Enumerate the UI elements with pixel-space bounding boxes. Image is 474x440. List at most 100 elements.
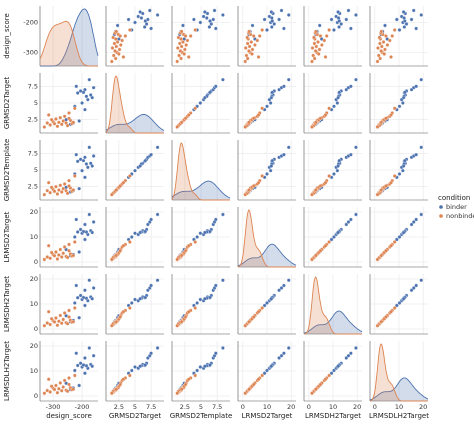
scatter-point bbox=[376, 46, 380, 50]
scatter-point bbox=[67, 111, 71, 115]
scatter-point bbox=[143, 229, 148, 234]
scatter-point bbox=[62, 245, 67, 249]
scatter-point bbox=[419, 13, 424, 17]
scatter-point bbox=[114, 319, 119, 324]
scatter-point bbox=[392, 106, 397, 111]
scatter-point bbox=[375, 59, 380, 64]
scatter-point bbox=[243, 323, 248, 328]
kde-area bbox=[370, 344, 428, 401]
kde-area bbox=[106, 76, 164, 133]
scatter-point bbox=[327, 240, 331, 244]
scatter-point bbox=[83, 155, 87, 160]
scatter-point bbox=[379, 120, 384, 125]
scatter-point bbox=[81, 229, 86, 234]
x-tick-label: 0 bbox=[373, 403, 377, 411]
scatter-point bbox=[265, 368, 269, 373]
scatter-point bbox=[90, 296, 95, 301]
scatter-point bbox=[183, 248, 188, 253]
scatter-point bbox=[155, 346, 160, 350]
scatter-point bbox=[55, 124, 60, 129]
scatter-point bbox=[48, 390, 53, 394]
scatter-point bbox=[117, 52, 121, 56]
scatter-point bbox=[143, 295, 148, 300]
scatter-point bbox=[155, 145, 160, 150]
kde-curve bbox=[39, 20, 98, 67]
scatter-point bbox=[109, 391, 114, 396]
scatter-point bbox=[133, 231, 137, 236]
scatter-point bbox=[213, 84, 218, 89]
scatter-point bbox=[389, 309, 393, 314]
scatter-point bbox=[402, 25, 407, 29]
scatter-point bbox=[243, 46, 248, 50]
scatter-point bbox=[77, 383, 82, 388]
scatter-point bbox=[310, 257, 314, 262]
y-tick-label: 20 bbox=[30, 275, 38, 283]
scatter-point bbox=[323, 377, 328, 382]
scatter-point bbox=[312, 56, 317, 61]
scatter-point bbox=[120, 38, 124, 43]
scatter-point bbox=[394, 17, 399, 22]
scatter-point bbox=[339, 22, 344, 26]
scatter-point bbox=[186, 243, 191, 248]
x-tick-label: 20 bbox=[287, 403, 295, 411]
scatter-point bbox=[247, 387, 251, 392]
scatter-point bbox=[149, 26, 153, 31]
scatter-point bbox=[411, 220, 416, 224]
scatter-point bbox=[392, 28, 397, 32]
scatter-point bbox=[42, 391, 47, 396]
scatter-point bbox=[247, 29, 251, 34]
scatter-point bbox=[409, 288, 414, 293]
x-tick-label: 7.5 bbox=[146, 403, 156, 411]
scatter-point bbox=[336, 364, 340, 369]
scatter-point bbox=[113, 49, 117, 53]
scatter-point bbox=[115, 23, 120, 28]
y-tick-label: 20 bbox=[30, 208, 38, 216]
scatter-point bbox=[75, 295, 80, 300]
scatter-point bbox=[336, 16, 341, 20]
scatter-point bbox=[195, 301, 199, 305]
scatter-point bbox=[175, 59, 180, 64]
x-tick-label: 5 bbox=[133, 403, 137, 411]
scatter-point bbox=[71, 319, 76, 324]
scatter-point bbox=[143, 158, 148, 163]
x-axis-label: LRMSDLH2Target bbox=[369, 412, 429, 420]
scatter-point bbox=[198, 231, 203, 236]
scatter-point bbox=[175, 391, 180, 396]
scatter-point bbox=[379, 253, 384, 258]
scatter-point bbox=[213, 217, 218, 222]
scatter-point bbox=[277, 87, 281, 92]
scatter-point bbox=[411, 8, 416, 13]
scatter-point bbox=[323, 113, 328, 117]
scatter-point bbox=[269, 296, 274, 301]
scatter-point bbox=[176, 35, 181, 40]
scatter-point bbox=[414, 84, 419, 89]
scatter-point bbox=[397, 235, 402, 239]
scatter-point bbox=[383, 23, 387, 28]
x-axis-label: GRMSD2Target bbox=[109, 412, 162, 420]
scatter-point bbox=[354, 145, 358, 150]
scatter-point bbox=[45, 388, 50, 393]
scatter-point bbox=[401, 164, 406, 168]
scatter-point bbox=[268, 168, 273, 173]
scatter-point bbox=[397, 301, 402, 305]
scatter-point bbox=[55, 323, 60, 328]
scatter-point bbox=[138, 164, 143, 168]
scatter-point bbox=[177, 41, 182, 46]
scatter-point bbox=[46, 180, 51, 185]
scatter-point bbox=[67, 242, 71, 247]
scatter-point bbox=[243, 125, 248, 129]
scatter-point bbox=[270, 158, 275, 163]
scatter-point bbox=[72, 373, 77, 378]
scatter-point bbox=[52, 189, 57, 194]
y-axis-label: LRMSDH2Target bbox=[3, 276, 11, 332]
scatter-point bbox=[80, 168, 84, 173]
y-tick-label: 2.5 bbox=[28, 183, 38, 191]
scatter-point bbox=[186, 55, 191, 59]
scatter-point bbox=[256, 309, 261, 314]
scatter-point bbox=[121, 377, 126, 382]
scatter-point bbox=[179, 387, 184, 392]
scatter-point bbox=[279, 353, 284, 358]
scatter-point bbox=[78, 293, 83, 298]
scatter-point bbox=[75, 363, 80, 368]
scatter-point bbox=[83, 371, 87, 376]
